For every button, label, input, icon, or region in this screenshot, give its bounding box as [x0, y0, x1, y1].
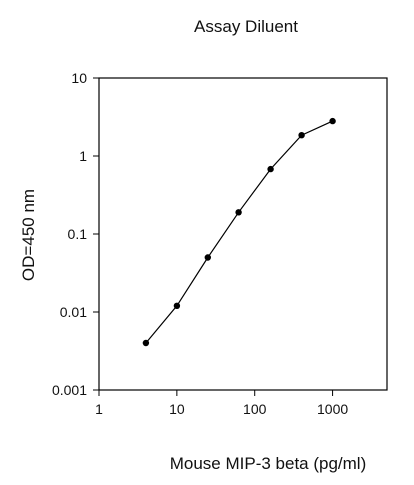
data-point	[329, 117, 336, 125]
chart-title: Assay Diluent	[194, 17, 298, 36]
y-tick-label: 1	[79, 148, 87, 164]
y-tick-label: 0.1	[68, 226, 88, 242]
axes	[98, 77, 388, 391]
series-line	[145, 120, 333, 344]
x-axis-label: Mouse MIP-3 beta (pg/ml)	[170, 454, 367, 473]
plot-frame	[98, 77, 388, 391]
data-point	[204, 254, 211, 261]
series-group	[142, 117, 336, 347]
y-tick-label: 0.01	[60, 304, 87, 320]
data-point	[298, 132, 305, 139]
ticks: 1 10 100 1000 0.001 0.01 0.1 1 10	[52, 70, 348, 417]
y-tick-label: 0.001	[52, 382, 87, 398]
data-point	[142, 339, 150, 347]
data-point	[235, 209, 242, 216]
y-axis-label: OD=450 nm	[19, 189, 38, 281]
y-tick-label: 10	[71, 70, 87, 86]
x-tick-label: 1000	[317, 401, 348, 417]
x-tick-label: 100	[243, 401, 267, 417]
x-tick-label: 1	[95, 401, 103, 417]
data-point	[267, 165, 274, 173]
x-tick-label: 10	[169, 401, 185, 417]
data-point	[173, 302, 181, 309]
